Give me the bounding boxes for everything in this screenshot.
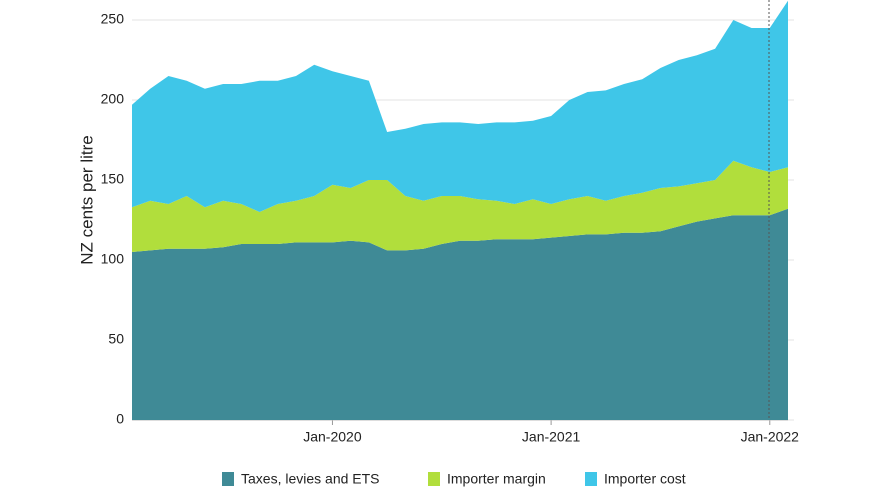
y-tick-label: 0 <box>116 411 124 427</box>
x-tick-label: Jan-2022 <box>741 429 800 445</box>
legend-label: Taxes, levies and ETS <box>241 471 380 487</box>
legend-swatch <box>585 472 597 486</box>
legend-swatch <box>222 472 234 486</box>
y-tick-label: 250 <box>101 11 125 27</box>
legend-label: Importer margin <box>447 471 546 487</box>
legend-swatch <box>428 472 440 486</box>
y-tick-label: 150 <box>101 171 125 187</box>
y-tick-label: 100 <box>101 251 125 267</box>
area <box>132 160 788 252</box>
area <box>132 0 788 212</box>
x-tick-label: Jan-2021 <box>522 429 581 445</box>
area <box>132 208 788 420</box>
y-axis-label: NZ cents per litre <box>77 135 96 264</box>
x-tick-label: Jan-2020 <box>303 429 362 445</box>
legend-label: Importer cost <box>604 471 686 487</box>
y-tick-label: 200 <box>101 91 125 107</box>
y-tick-label: 50 <box>108 331 124 347</box>
